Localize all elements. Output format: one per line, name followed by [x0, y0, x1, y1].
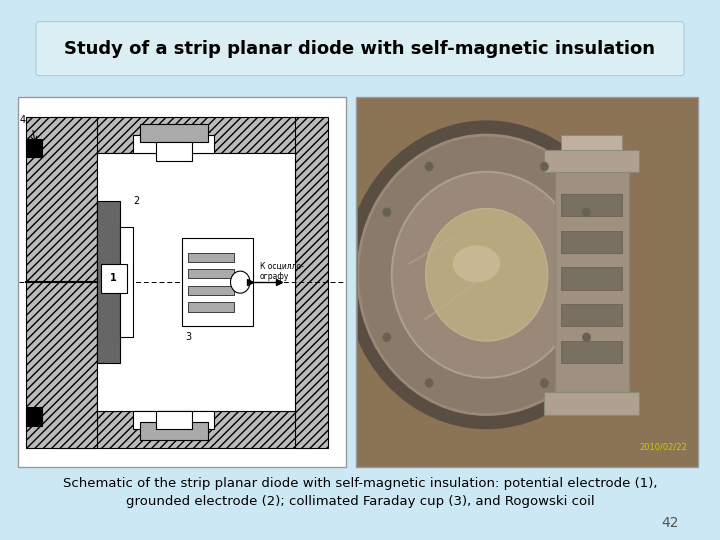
Bar — [554, 165, 629, 393]
Bar — [101, 264, 127, 293]
Bar — [26, 117, 97, 448]
Text: 42: 42 — [661, 516, 678, 530]
Circle shape — [582, 208, 590, 217]
Bar — [356, 97, 698, 467]
Circle shape — [540, 162, 549, 171]
Bar — [189, 302, 234, 312]
Bar — [544, 150, 639, 172]
Bar — [562, 341, 622, 363]
Bar — [133, 135, 215, 153]
Circle shape — [383, 333, 391, 342]
Bar — [97, 201, 120, 363]
Text: 1: 1 — [110, 273, 117, 284]
Circle shape — [425, 162, 433, 171]
Bar — [562, 194, 622, 216]
Circle shape — [358, 135, 616, 415]
Circle shape — [540, 379, 549, 388]
Text: 4: 4 — [19, 116, 26, 125]
Bar — [544, 393, 639, 415]
Bar — [189, 253, 234, 262]
Bar — [562, 135, 622, 150]
Circle shape — [425, 379, 433, 388]
Bar — [26, 139, 42, 157]
Bar — [181, 238, 253, 326]
Text: Schematic of the strip planar diode with self-magnetic insulation: potential ele: Schematic of the strip planar diode with… — [63, 477, 657, 490]
Circle shape — [392, 172, 582, 378]
Bar — [120, 227, 133, 338]
Text: 2: 2 — [133, 196, 140, 206]
Bar — [156, 411, 192, 429]
Text: К осцилло-
ографу: К осцилло- ографу — [260, 261, 304, 281]
Bar — [140, 422, 208, 440]
Bar — [295, 117, 328, 448]
Text: Study of a strip planar diode with self-magnetic insulation: Study of a strip planar diode with self-… — [65, 39, 655, 58]
Bar — [26, 407, 42, 426]
Bar — [18, 97, 346, 467]
Circle shape — [344, 120, 629, 429]
Text: grounded electrode (2); collimated Faraday cup (3), and Rogowski coil: grounded electrode (2); collimated Farad… — [126, 495, 594, 508]
Bar — [140, 124, 208, 143]
Bar — [562, 267, 622, 289]
Circle shape — [426, 208, 548, 341]
Ellipse shape — [453, 245, 500, 282]
Bar — [562, 231, 622, 253]
Bar — [189, 286, 234, 295]
Bar — [156, 143, 192, 161]
Circle shape — [230, 271, 250, 293]
Text: 2010/02/22: 2010/02/22 — [639, 442, 687, 451]
Circle shape — [582, 333, 590, 342]
Bar — [52, 117, 312, 153]
Bar — [52, 411, 312, 448]
Bar — [97, 153, 295, 411]
FancyBboxPatch shape — [36, 22, 684, 76]
Bar — [562, 304, 622, 326]
Bar — [133, 411, 215, 429]
Circle shape — [383, 208, 391, 217]
Bar — [189, 269, 234, 279]
Text: 3: 3 — [185, 332, 192, 342]
